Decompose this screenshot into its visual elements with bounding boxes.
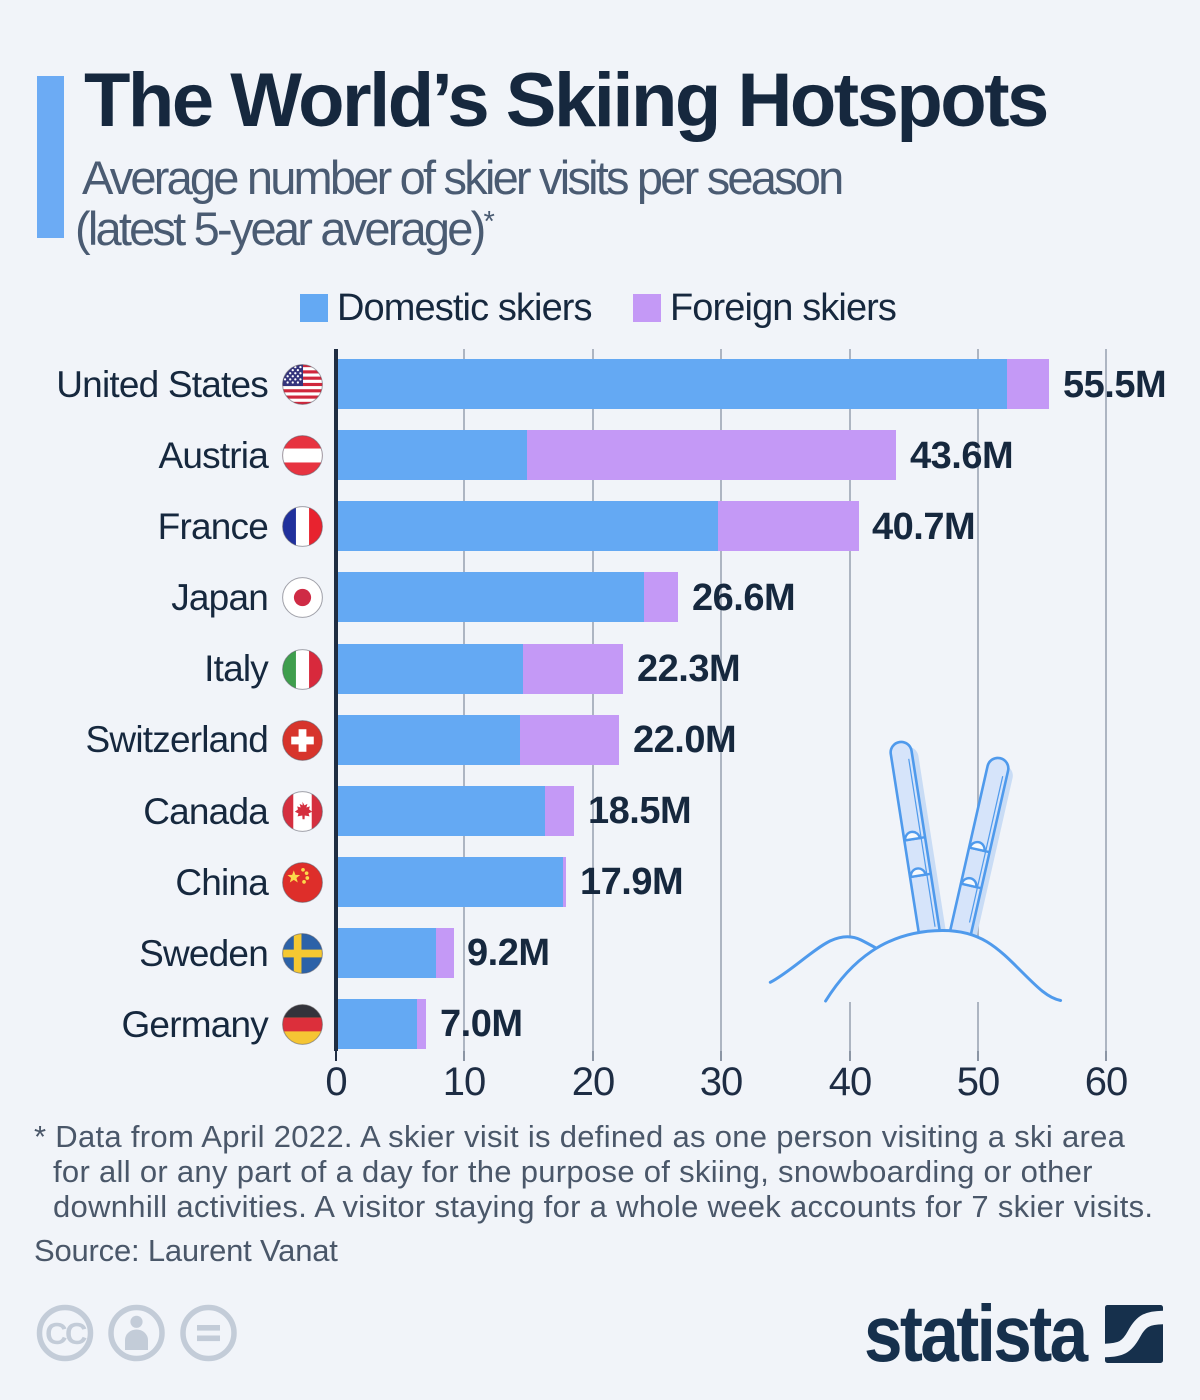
- svg-text:CC: CC: [45, 1316, 87, 1351]
